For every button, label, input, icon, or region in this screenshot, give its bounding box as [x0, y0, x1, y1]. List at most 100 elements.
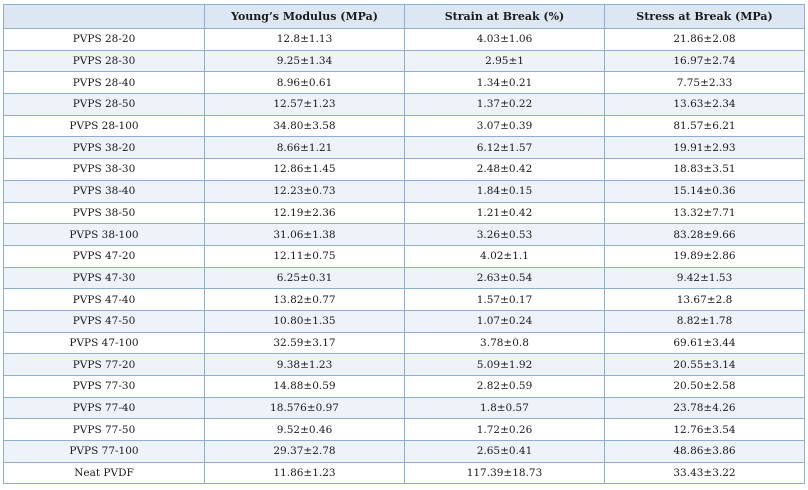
strain-at-break-cell: 1.8±0.57 — [404, 396, 605, 420]
strain-at-break-cell: 4.03±1.06 — [404, 28, 605, 51]
strain-at-break-cell: 5.09±1.92 — [404, 353, 605, 376]
sample-name-cell: PVPS 47-100 — [3, 331, 205, 355]
stress-at-break-cell: 19.91±2.93 — [604, 136, 805, 160]
strain-at-break-cell: 1.07±0.24 — [404, 309, 605, 333]
table-row: PVPS 47-20 12.11±0.75 4.02±1.1 19.89±2.86 — [3, 244, 805, 268]
strain-at-break-cell: 2.82±0.59 — [404, 375, 605, 398]
sample-name-cell: PVPS 47-30 — [3, 266, 205, 290]
youngs-modulus-cell: 12.19±2.36 — [204, 201, 405, 225]
table-row: PVPS 77-20 9.38±1.23 5.09±1.92 20.55±3.14 — [3, 353, 805, 376]
youngs-modulus-cell: 8.66±1.21 — [204, 136, 405, 160]
table-row: PVPS 28-30 9.25±1.34 2.95±1 16.97±2.74 — [3, 49, 805, 73]
stress-at-break-cell: 16.97±2.74 — [604, 49, 805, 73]
table-row: PVPS 28-20 12.8±1.13 4.03±1.06 21.86±2.08 — [3, 28, 805, 51]
table-row: PVPS 77-40 18.576±0.97 1.8±0.57 23.78±4.26 — [3, 396, 805, 420]
table-row: PVPS 47-30 6.25±0.31 2.63±0.54 9.42±1.53 — [3, 266, 805, 290]
strain-at-break-cell: 2.95±1 — [404, 49, 605, 73]
strain-at-break-cell: 3.78±0.8 — [404, 331, 605, 355]
sample-name-cell: PVPS 47-50 — [3, 309, 205, 333]
sample-name-cell: PVPS 38-100 — [3, 223, 205, 246]
stress-at-break-cell: 13.63±2.34 — [604, 93, 805, 116]
sample-name-cell: PVPS 28-50 — [3, 93, 205, 116]
sample-name-cell: PVPS 28-100 — [3, 114, 205, 138]
table-row: PVPS 77-100 29.37±2.78 2.65±0.41 48.86±3.86 — [3, 440, 805, 463]
stress-at-break-cell: 83.28±9.66 — [604, 223, 805, 246]
stress-at-break-cell: 18.83±3.51 — [604, 158, 805, 181]
header-cell-strain-at-break: Strain at Break (%) — [404, 4, 605, 29]
youngs-modulus-cell: 12.11±0.75 — [204, 244, 405, 268]
header-row: Young’s Modulus (MPa) Strain at Break (%… — [3, 4, 805, 29]
youngs-modulus-cell: 13.82±0.77 — [204, 288, 405, 311]
stress-at-break-cell: 20.50±2.58 — [604, 375, 805, 398]
table-row: PVPS 28-40 8.96±0.61 1.34±0.21 7.75±2.33 — [3, 71, 805, 95]
sample-name-cell: PVPS 77-100 — [3, 440, 205, 463]
table-row: PVPS 77-50 9.52±0.46 1.72±0.26 12.76±3.54 — [3, 418, 805, 442]
mechanical-properties-table-container: Young’s Modulus (MPa) Strain at Break (%… — [3, 4, 805, 485]
youngs-modulus-cell: 31.06±1.38 — [204, 223, 405, 246]
youngs-modulus-cell: 12.86±1.45 — [204, 158, 405, 181]
stress-at-break-cell: 7.75±2.33 — [604, 71, 805, 95]
sample-name-cell: PVPS 38-30 — [3, 158, 205, 181]
sample-name-cell: PVPS 38-20 — [3, 136, 205, 160]
strain-at-break-cell: 1.34±0.21 — [404, 71, 605, 95]
youngs-modulus-cell: 8.96±0.61 — [204, 71, 405, 95]
strain-at-break-cell: 1.37±0.22 — [404, 93, 605, 116]
youngs-modulus-cell: 12.23±0.73 — [204, 179, 405, 203]
sample-name-cell: PVPS 77-40 — [3, 396, 205, 420]
youngs-modulus-cell: 12.57±1.23 — [204, 93, 405, 116]
strain-at-break-cell: 2.63±0.54 — [404, 266, 605, 290]
stress-at-break-cell: 20.55±3.14 — [604, 353, 805, 376]
sample-name-cell: PVPS 38-50 — [3, 201, 205, 225]
strain-at-break-cell: 2.48±0.42 — [404, 158, 605, 181]
sample-name-cell: PVPS 77-30 — [3, 375, 205, 398]
youngs-modulus-cell: 9.38±1.23 — [204, 353, 405, 376]
stress-at-break-cell: 21.86±2.08 — [604, 28, 805, 51]
stress-at-break-cell: 48.86±3.86 — [604, 440, 805, 463]
youngs-modulus-cell: 10.80±1.35 — [204, 309, 405, 333]
strain-at-break-cell: 1.21±0.42 — [404, 201, 605, 225]
youngs-modulus-cell: 18.576±0.97 — [204, 396, 405, 420]
table-row: PVPS 28-100 34.80±3.58 3.07±0.39 81.57±6.21 — [3, 114, 805, 138]
table-row: PVPS 38-100 31.06±1.38 3.26±0.53 83.28±9.66 — [3, 223, 805, 246]
table-row: PVPS 47-100 32.59±3.17 3.78±0.8 69.61±3.44 — [3, 331, 805, 355]
stress-at-break-cell: 12.76±3.54 — [604, 418, 805, 442]
table-body: PVPS 28-20 12.8±1.13 4.03±1.06 21.86±2.08 PV… — [3, 28, 805, 485]
youngs-modulus-cell: 6.25±0.31 — [204, 266, 405, 290]
table-row: PVPS 47-40 13.82±0.77 1.57±0.17 13.67±2.8 — [3, 288, 805, 311]
sample-name-cell: Neat PVDF — [3, 461, 205, 485]
stress-at-break-cell: 33.43±3.22 — [604, 461, 805, 485]
table-row: PVPS 38-50 12.19±2.36 1.21±0.42 13.32±7.71 — [3, 201, 805, 225]
sample-name-cell: PVPS 47-20 — [3, 244, 205, 268]
table-row: PVPS 77-30 14.88±0.59 2.82±0.59 20.50±2.58 — [3, 375, 805, 398]
table-row: PVPS 28-50 12.57±1.23 1.37±0.22 13.63±2.34 — [3, 93, 805, 116]
youngs-modulus-cell: 34.80±3.58 — [204, 114, 405, 138]
sample-name-cell: PVPS 28-30 — [3, 49, 205, 73]
youngs-modulus-cell: 32.59±3.17 — [204, 331, 405, 355]
sample-name-cell: PVPS 77-50 — [3, 418, 205, 442]
table-row: PVPS 38-30 12.86±1.45 2.48±0.42 18.83±3.51 — [3, 158, 805, 181]
sample-name-cell: PVPS 47-40 — [3, 288, 205, 311]
youngs-modulus-cell: 29.37±2.78 — [204, 440, 405, 463]
mechanical-properties-table: Young’s Modulus (MPa) Strain at Break (%… — [3, 4, 805, 485]
table-row: Neat PVDF 11.86±1.23 117.39±18.73 33.43±3.2… — [3, 461, 805, 485]
stress-at-break-cell: 13.32±7.71 — [604, 201, 805, 225]
stress-at-break-cell: 13.67±2.8 — [604, 288, 805, 311]
strain-at-break-cell: 2.65±0.41 — [404, 440, 605, 463]
strain-at-break-cell: 1.84±0.15 — [404, 179, 605, 203]
stress-at-break-cell: 8.82±1.78 — [604, 309, 805, 333]
stress-at-break-cell: 19.89±2.86 — [604, 244, 805, 268]
strain-at-break-cell: 117.39±18.73 — [404, 461, 605, 485]
youngs-modulus-cell: 11.86±1.23 — [204, 461, 405, 485]
sample-name-cell: PVPS 28-20 — [3, 28, 205, 51]
table-header: Young’s Modulus (MPa) Strain at Break (%… — [3, 4, 805, 29]
youngs-modulus-cell: 9.25±1.34 — [204, 49, 405, 73]
strain-at-break-cell: 1.72±0.26 — [404, 418, 605, 442]
header-cell-sample — [3, 4, 205, 29]
header-cell-stress-at-break: Stress at Break (MPa) — [604, 4, 805, 29]
sample-name-cell: PVPS 38-40 — [3, 179, 205, 203]
stress-at-break-cell: 23.78±4.26 — [604, 396, 805, 420]
stress-at-break-cell: 69.61±3.44 — [604, 331, 805, 355]
youngs-modulus-cell: 9.52±0.46 — [204, 418, 405, 442]
strain-at-break-cell: 3.07±0.39 — [404, 114, 605, 138]
strain-at-break-cell: 1.57±0.17 — [404, 288, 605, 311]
